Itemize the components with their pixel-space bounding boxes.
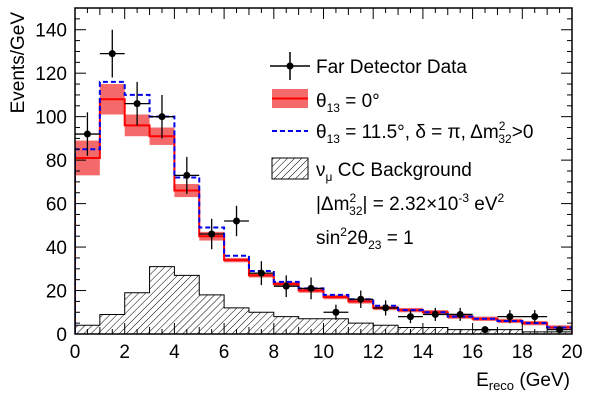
data-marker	[506, 313, 514, 321]
background-bin	[298, 318, 324, 334]
background-bin	[174, 275, 200, 334]
y-tick-label: 40	[46, 238, 67, 259]
data-marker	[282, 282, 290, 290]
axis-ticks	[74, 7, 573, 335]
y-axis-label: Events/GeV	[8, 12, 29, 114]
svg-text:νμ CC Background: νμ CC Background	[316, 160, 472, 184]
x-tick-label: 18	[512, 342, 533, 363]
data-marker	[108, 50, 116, 58]
x-tick-label: 2	[119, 342, 130, 363]
y-tick-label: 80	[46, 151, 67, 172]
background-bin	[99, 314, 125, 334]
data-marker	[431, 310, 439, 318]
x-tick-label: 10	[313, 342, 334, 363]
data-point	[149, 94, 175, 139]
legend-entry-theta0: θ13 = 0°	[272, 89, 380, 115]
y-tick-label: 60	[46, 195, 67, 216]
x-tick-labels: 0 2 4 6 8 10 12 14 16 18 20	[70, 342, 583, 363]
data-marker	[307, 284, 315, 292]
data-marker	[183, 171, 191, 179]
data-marker	[456, 310, 464, 318]
data-point	[248, 261, 274, 286]
data-point	[447, 307, 473, 321]
x-tick-label: 16	[462, 342, 483, 363]
data-marker	[257, 269, 265, 277]
legend-note-dm2: |Δm2 32| = 2.32×10-3 eV2	[316, 191, 505, 218]
data-point	[398, 310, 423, 324]
y-tick-labels: 0 20 40 60 80 100 120 140	[35, 21, 67, 346]
data-points	[75, 29, 572, 334]
data-point	[497, 310, 523, 324]
x-tick-label: 12	[363, 342, 384, 363]
y-tick-label: 140	[35, 21, 67, 42]
data-marker	[133, 100, 141, 108]
x-tick-label: 20	[561, 342, 582, 363]
data-marker	[208, 230, 216, 238]
background-bin	[199, 294, 225, 334]
legend-entry-data: Far Detector Data	[270, 52, 467, 80]
data-marker	[332, 308, 340, 316]
data-point	[174, 156, 200, 194]
data-point	[422, 307, 448, 321]
background-bin	[124, 292, 150, 334]
background-bin	[348, 323, 374, 334]
data-point	[373, 300, 399, 316]
x-tick-label: 0	[70, 342, 81, 363]
y-tick-label: 20	[46, 282, 67, 303]
data-point	[298, 277, 324, 300]
legend-note-sin2: sin22θ23 = 1	[316, 225, 414, 252]
legend-entry-background: νμ CC Background	[271, 157, 472, 184]
data-point	[75, 112, 100, 156]
y-tick-label: 120	[35, 64, 67, 85]
data-point	[273, 275, 299, 298]
background-bin	[273, 316, 299, 334]
data-marker	[158, 113, 166, 121]
data-point	[124, 81, 150, 126]
x-tick-label: 6	[219, 342, 230, 363]
data-point	[348, 290, 374, 308]
data-marker	[83, 130, 91, 138]
data-marker	[531, 313, 539, 321]
legend: Far Detector Data θ13 = 0° θ13 = 11.5°, …	[270, 52, 533, 252]
background-bin	[149, 266, 175, 334]
background-bin	[323, 318, 349, 334]
data-marker	[233, 217, 241, 225]
x-tick-label: 14	[412, 342, 434, 363]
data-point	[224, 205, 249, 237]
svg-text:θ13 = 0°: θ13 = 0°	[316, 91, 380, 115]
data-point	[99, 29, 125, 78]
svg-text:Far Detector Data: Far Detector Data	[316, 57, 467, 78]
x-tick-label: 8	[269, 342, 280, 363]
y-tick-label: 100	[35, 108, 67, 129]
data-marker	[357, 295, 365, 303]
data-point	[199, 218, 225, 250]
x-tick-label: 4	[169, 342, 180, 363]
data-point	[522, 310, 548, 324]
legend-entry-theta115: θ13 = 11.5°, δ = π, Δm2 32>0	[272, 119, 533, 146]
x-axis-label: Ereco (GeV)	[476, 370, 570, 393]
data-marker	[382, 304, 390, 312]
data-point	[323, 304, 349, 320]
background-bin	[248, 312, 274, 334]
data-marker	[406, 313, 414, 321]
y-tick-label: 0	[56, 325, 67, 346]
